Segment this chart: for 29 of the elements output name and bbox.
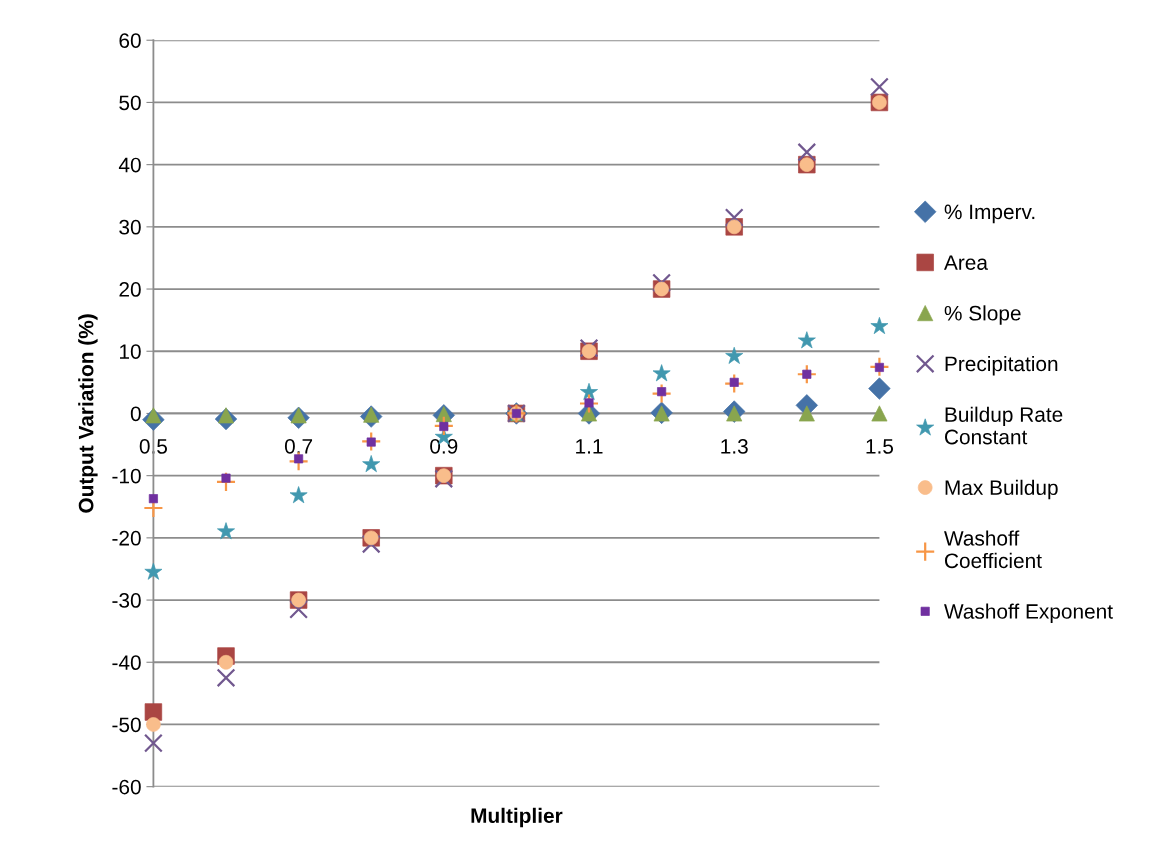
y-tick-label: 20	[119, 282, 141, 297]
x-tick-label: 1.3	[721, 439, 748, 454]
x-tick-label: 1.1	[576, 439, 603, 454]
legend-label: Area	[943, 255, 988, 270]
y-tick-label: 10	[120, 344, 141, 359]
y-tick-label: 30	[119, 219, 141, 235]
legend-label: Washoff Exponent	[944, 603, 1113, 623]
y-tick-label: -20	[112, 530, 141, 546]
y-tick-label: -50	[112, 717, 141, 733]
y-tick-label: -40	[112, 655, 141, 671]
x-tick-label: 0.5	[139, 439, 168, 454]
x-tick-label: 0.7	[284, 439, 313, 454]
y-axis-title: Output Variation (%)	[78, 314, 98, 513]
legend-label: % Imperv.	[944, 204, 1035, 224]
y-tick-label: 40	[118, 157, 141, 173]
y-tick-label: 0	[130, 406, 141, 422]
y-tick-label: 50	[119, 95, 141, 111]
x-tick-label: 1.5	[866, 439, 894, 454]
legend-label: Washoff Coefficient	[944, 530, 1042, 569]
legend-label: Buildup Rate Constant	[945, 406, 1063, 445]
y-tick-label: -10	[112, 468, 141, 484]
y-tick-label: -60	[112, 779, 141, 795]
legend-label: % Slope	[944, 305, 1021, 325]
y-tick-label: -30	[112, 593, 141, 608]
x-tick-label: 0.9	[430, 439, 458, 454]
legend-label: Precipitation	[945, 355, 1058, 376]
legend-label: Max Buildup	[945, 479, 1058, 500]
x-axis-title: Multiplier	[471, 807, 563, 828]
y-tick-label: 60	[119, 33, 141, 48]
